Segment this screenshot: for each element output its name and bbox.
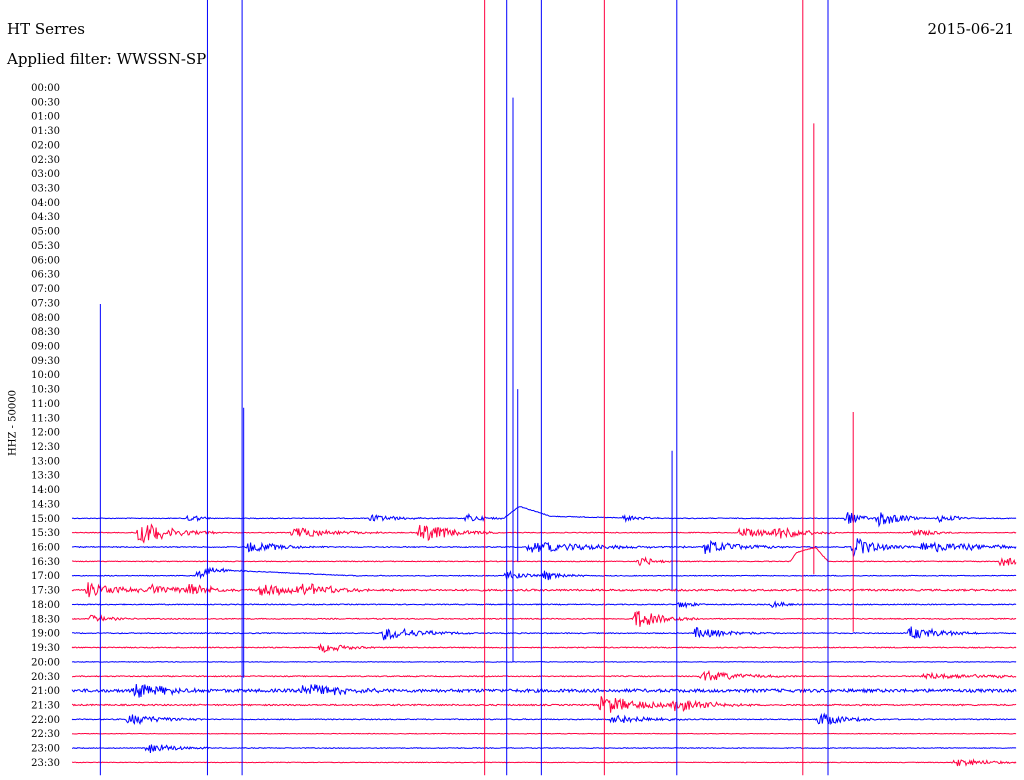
row-label-0800: 08:00 (31, 313, 60, 324)
row-label-1600: 16:00 (31, 543, 60, 554)
trace-row-2030 (72, 669, 1017, 681)
row-label-0430: 04:30 (31, 212, 60, 223)
row-label-1630: 16:30 (31, 557, 60, 568)
row-label-2000: 20:00 (31, 657, 60, 668)
row-label-1200: 12:00 (31, 428, 60, 439)
row-label-1130: 11:30 (31, 413, 60, 424)
row-label-2330: 23:30 (31, 758, 60, 769)
trace-row-1900 (72, 626, 1017, 641)
row-label-1830: 18:30 (31, 614, 60, 625)
row-label-0900: 09:00 (31, 341, 60, 352)
row-label-1900: 19:00 (31, 629, 60, 640)
filter-label: Applied filter: WWSSN-SP (7, 50, 207, 68)
time-row-labels: 00:00 00:30 01:00 01:30 02:00 02:30 03:00 03:30… (31, 83, 60, 769)
row-label-0830: 08:30 (31, 327, 60, 338)
row-label-0700: 07:00 (31, 284, 60, 295)
record-date: 2015-06-21 (927, 20, 1014, 38)
row-label-0730: 07:30 (31, 298, 60, 309)
row-label-1430: 14:30 (31, 499, 60, 510)
row-label-0400: 04:00 (31, 198, 60, 209)
trace-row-2000 (71, 660, 1017, 663)
row-label-1500: 15:00 (31, 514, 60, 525)
trace-row-2300 (72, 744, 1017, 753)
row-label-0000: 00:00 (31, 83, 60, 94)
row-label-0600: 06:00 (31, 255, 60, 266)
trace-lines (71, 506, 1017, 767)
trace-row-2200 (71, 712, 1017, 726)
trace-row-2100 (71, 683, 1017, 698)
trace-row-2130 (71, 696, 1017, 713)
trace-row-2330 (71, 758, 1017, 767)
row-label-0230: 02:30 (31, 155, 60, 166)
row-label-1000: 10:00 (31, 370, 60, 381)
row-label-2130: 21:30 (31, 700, 60, 711)
row-label-0300: 03:00 (31, 169, 60, 180)
trace-row-1800 (71, 600, 1017, 609)
row-label-1730: 17:30 (31, 586, 60, 597)
trace-row-1530 (71, 523, 1017, 544)
row-label-2030: 20:30 (31, 672, 60, 683)
row-label-0530: 05:30 (31, 241, 60, 252)
row-label-1800: 18:00 (31, 600, 60, 611)
trace-row-2230 (71, 732, 1017, 735)
row-label-0630: 06:30 (31, 270, 60, 281)
row-label-0330: 03:30 (31, 184, 60, 195)
trace-row-1830 (71, 610, 1017, 627)
trace-row-1500 (71, 506, 1017, 528)
row-label-0130: 01:30 (31, 126, 60, 137)
row-label-0930: 09:30 (31, 356, 60, 367)
trace-row-1630 (72, 546, 1017, 567)
row-label-1530: 15:30 (31, 528, 60, 539)
row-label-1700: 17:00 (31, 571, 60, 582)
row-label-2100: 21:00 (31, 686, 60, 697)
row-label-2230: 22:30 (31, 729, 60, 740)
row-label-1330: 13:30 (31, 471, 60, 482)
event-spikes (99, 0, 854, 776)
row-label-1030: 10:30 (31, 385, 60, 396)
row-label-2200: 22:00 (31, 715, 60, 726)
trace-row-1730 (71, 582, 1017, 598)
trace-row-1700 (71, 566, 1017, 581)
row-label-1400: 14:00 (31, 485, 60, 496)
row-label-1100: 11:00 (31, 399, 60, 410)
row-label-0200: 02:00 (31, 140, 60, 151)
row-label-1230: 12:30 (31, 442, 60, 453)
row-label-1300: 13:00 (31, 456, 60, 467)
row-label-1930: 19:30 (31, 643, 60, 654)
trace-row-1600 (71, 538, 1017, 557)
row-label-0500: 05:00 (31, 227, 60, 238)
row-label-0030: 00:30 (31, 97, 60, 108)
row-label-0100: 01:00 (31, 112, 60, 123)
station-name: HT Serres (7, 20, 85, 38)
trace-row-1930 (71, 643, 1017, 654)
row-label-2300: 23:00 (31, 744, 60, 755)
